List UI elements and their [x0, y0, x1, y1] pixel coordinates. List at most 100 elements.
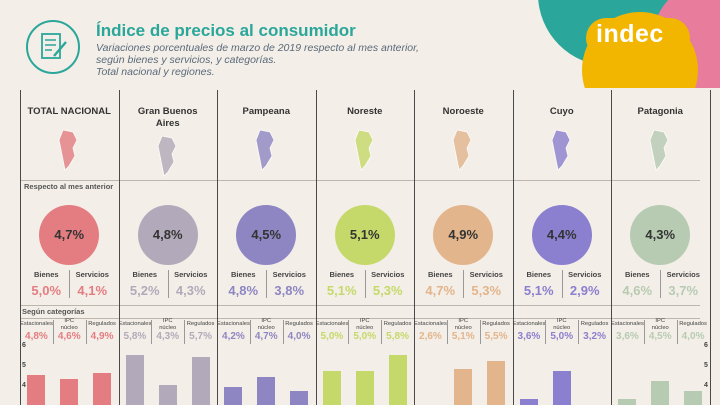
- category-label: IPC núcleo: [644, 318, 677, 331]
- category-value: 4,8%: [25, 331, 48, 342]
- category-value: 5,8%: [123, 331, 147, 342]
- total-circle: [433, 205, 494, 265]
- category-bar: [224, 387, 243, 405]
- total-circle: [39, 205, 100, 265]
- y-tick-label: 4: [22, 382, 26, 389]
- region-name: TOTAL NACIONAL: [27, 106, 111, 117]
- servicios-value: 3,7%: [668, 283, 699, 298]
- y-tick-label: 6: [22, 342, 26, 349]
- category-value: 4,6%: [57, 331, 81, 342]
- region-name: Noroeste: [442, 106, 484, 117]
- subtitle-line: Variaciones porcentuales de marzo de 201…: [96, 42, 419, 54]
- logo-blobs: [538, 0, 720, 88]
- bienes-value: 5,2%: [129, 283, 160, 298]
- category-label-line: IPC: [458, 318, 469, 324]
- category-separator: [381, 320, 383, 344]
- bienes-label: Bienes: [329, 270, 355, 279]
- bienes-value: 4,6%: [622, 283, 653, 298]
- category-value: 5,0%: [550, 331, 574, 342]
- grid-line: [20, 318, 700, 319]
- category-label-line: IPC: [655, 318, 666, 324]
- category-label: Estacionales: [315, 321, 349, 327]
- category-bar: [158, 385, 177, 405]
- bienes-value: 5,1%: [326, 283, 357, 298]
- total-circle: [137, 205, 198, 265]
- category-label: Estacionales: [118, 321, 152, 327]
- column-separator: [20, 90, 21, 405]
- servicios-value: 5,3%: [372, 283, 403, 298]
- category-bar: [684, 391, 703, 405]
- region-name: Pampeana: [242, 106, 291, 117]
- bienes-value: 4,8%: [228, 283, 259, 298]
- bs-separator: [69, 270, 71, 298]
- region-map-icon: [354, 129, 374, 171]
- category-value: 5,8%: [386, 331, 409, 342]
- column-separator: [414, 90, 415, 405]
- category-label-line: núcleo: [257, 324, 275, 331]
- category-label-line: IPC: [556, 318, 567, 324]
- bs-separator: [463, 270, 465, 298]
- servicios-value: 3,8%: [274, 283, 305, 298]
- category-separator: [578, 320, 580, 344]
- category-separator: [184, 320, 186, 344]
- y-tick-label: 5: [704, 362, 708, 369]
- category-separator: [643, 320, 645, 344]
- category-value: 4,5%: [648, 331, 672, 342]
- category-value: 5,0%: [353, 331, 377, 342]
- category-bar: [552, 371, 571, 405]
- category-separator: [348, 320, 350, 344]
- category-label: Regulados: [679, 321, 707, 327]
- y-tick-label: 5: [22, 362, 26, 369]
- category-label-line: núcleo: [159, 324, 177, 331]
- category-label-line: IPC: [261, 318, 272, 324]
- servicios-value: 4,1%: [77, 283, 108, 298]
- header: Índice de precios al consumidor Variacio…: [0, 0, 720, 88]
- total-value: 4,7%: [54, 227, 85, 242]
- category-separator: [446, 320, 448, 344]
- category-label: IPC núcleo: [447, 318, 480, 331]
- category-separator: [479, 320, 481, 344]
- category-label-line: núcleo: [356, 324, 374, 331]
- section-label-respecto: Respecto al mes anterior: [24, 182, 114, 191]
- category-label: Regulados: [383, 321, 412, 327]
- category-separator: [545, 320, 547, 344]
- servicios-label: Servicios: [75, 270, 109, 279]
- category-label-line: IPC: [162, 318, 173, 324]
- subtitle-line: Total nacional y regiones.: [96, 66, 215, 78]
- region-map-icon: [157, 135, 177, 177]
- category-bar: [355, 371, 374, 405]
- region-map-icon: [255, 129, 275, 171]
- page-title: Índice de precios al consumidor: [96, 21, 356, 40]
- region-map-icon: [58, 129, 78, 171]
- category-value: 3,6%: [517, 331, 541, 342]
- column-separator: [710, 90, 711, 405]
- category-bar: [618, 399, 637, 405]
- category-label: IPC núcleo: [545, 318, 578, 331]
- category-label: Regulados: [88, 321, 116, 327]
- total-value: 4,9%: [448, 227, 479, 242]
- servicios-label: Servicios: [272, 270, 306, 279]
- servicios-value: 5,3%: [471, 283, 502, 298]
- section-label-categorias: Según categorías: [22, 307, 85, 316]
- column-separator: [119, 90, 120, 405]
- category-label-line: núcleo: [60, 324, 78, 331]
- category-value: 5,5%: [484, 331, 508, 342]
- servicios-value: 4,3%: [175, 283, 206, 298]
- category-label-line: núcleo: [651, 324, 669, 331]
- subtitle-line: según bienes y servicios, y categorías.: [96, 54, 277, 66]
- category-label: IPC núcleo: [151, 318, 184, 331]
- category-value: 5,7%: [189, 331, 212, 342]
- servicios-value: 2,9%: [569, 283, 600, 298]
- category-value: 4,3%: [156, 331, 180, 342]
- bienes-value: 5,1%: [523, 283, 554, 298]
- category-separator: [249, 320, 251, 344]
- category-label: Estacionales: [414, 321, 447, 327]
- total-circle: [531, 205, 592, 265]
- total-circle: [236, 205, 297, 265]
- bs-separator: [364, 270, 366, 298]
- column-separator: [611, 90, 612, 405]
- bienes-label: Bienes: [230, 270, 256, 279]
- servicios-label: Servicios: [469, 270, 503, 279]
- total-circle: [630, 205, 691, 265]
- total-value: 4,5%: [251, 227, 282, 242]
